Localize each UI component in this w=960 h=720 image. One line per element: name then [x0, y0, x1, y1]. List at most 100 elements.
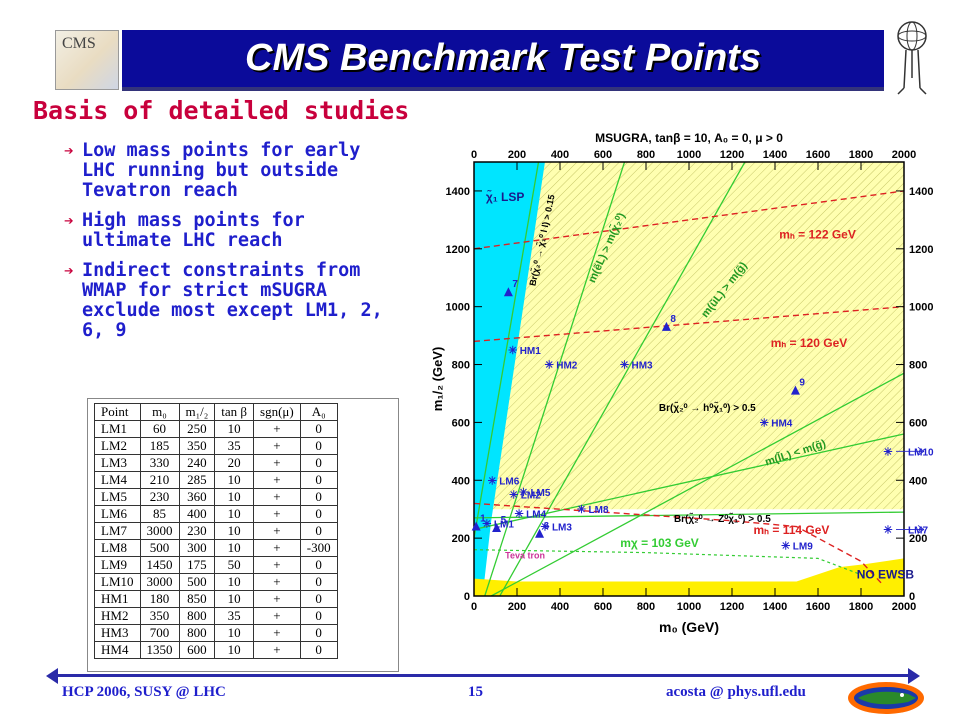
footer-divider [54, 674, 910, 677]
x-tick-label: 400 [551, 601, 569, 613]
table-cell: 20 [214, 454, 255, 472]
table-cell: 210 [139, 471, 180, 489]
y-tick-label: 1400 [446, 186, 470, 198]
y-tick-label-right: 0 [909, 591, 915, 603]
benchmark-star: ✳ [540, 522, 549, 534]
table-header-cell: tan β [214, 403, 255, 421]
table-row: LM4 210 285 10 +0 [94, 471, 338, 489]
x-tick-label-top: 2000 [892, 149, 916, 161]
x-tick-label: 1400 [763, 601, 787, 613]
bullet-list: ➔ Low mass points for early LHC running b… [60, 141, 400, 351]
table-cell: 230 [178, 522, 216, 540]
table-cell: 1350 [139, 641, 180, 659]
benchmark-star: ✳ [519, 487, 528, 499]
x-axis-label: m₀ (GeV) [659, 619, 719, 635]
mh-122-label: mₕ = 122 GeV [779, 228, 856, 242]
table-row: LM10 3000 500 10 +0 [94, 573, 338, 591]
table-cell: + [253, 505, 301, 523]
table-cell: 35 [214, 437, 255, 455]
table-cell: HM2 [94, 607, 141, 625]
mh-120-label: mₕ = 120 GeV [771, 336, 848, 350]
benchmark-star-label: LM9 [793, 541, 813, 552]
benchmark-star: ✳ [545, 360, 554, 372]
y-tick-label-right: 1000 [909, 302, 933, 314]
nav-forward-arrow-icon[interactable] [908, 668, 920, 684]
benchmark-star: ✳ [509, 490, 518, 502]
table-cell: 500 [178, 573, 216, 591]
table-cell: + [253, 590, 301, 608]
table-row: HM4 1350 600 10 +0 [94, 641, 338, 659]
x-tick-label-top: 1000 [677, 149, 701, 161]
nav-back-arrow-icon[interactable] [46, 668, 58, 684]
benchmark-star: ✳ [515, 509, 524, 521]
y-tick-label-right: 400 [909, 475, 927, 487]
table-cell: 10 [214, 488, 255, 506]
table-cell: 700 [139, 624, 180, 642]
x-tick-label: 1200 [720, 601, 744, 613]
benchmark-star-label: HM2 [556, 361, 578, 372]
x-tick-label-top: 800 [637, 149, 655, 161]
benchmark-star-label: LM6 [499, 476, 519, 487]
table-header-row: Point m₀ m₁/₂ tan β sgn(μ) A₀ [94, 403, 338, 421]
benchmark-triangle-label: 9 [799, 378, 805, 389]
chart-title: MSUGRA, tanβ = 10, A₀ = 0, μ > 0 [595, 131, 783, 145]
table-cell: 800 [178, 607, 216, 625]
x-tick-label-top: 1600 [806, 149, 830, 161]
hatched-region [486, 162, 904, 510]
table-cell: 350 [139, 607, 180, 625]
y-tick-label: 1200 [446, 244, 470, 256]
table-cell: HM3 [94, 624, 141, 642]
offscale-label: LM7 [908, 525, 928, 536]
gator-logo-icon [848, 682, 924, 714]
x-tick-label-top: 0 [471, 149, 477, 161]
table-row: LM9 1450 175 50 +0 [94, 556, 338, 574]
green-constraint-line [484, 162, 626, 596]
table-cell: + [253, 539, 301, 557]
table-row: LM3 330 240 20 +0 [94, 454, 338, 472]
benchmark-star: ✳ [508, 345, 517, 357]
y-tick-label-right: 1400 [909, 186, 933, 198]
benchmark-star: ✳ [577, 504, 586, 516]
slide-subtitle: Basis of detailed studies [33, 96, 410, 125]
table-cell: 180 [139, 590, 180, 608]
x-tick-label: 1600 [806, 601, 830, 613]
table-cell: 250 [178, 420, 216, 438]
table-cell: LM6 [94, 505, 141, 523]
table-cell: LM8 [94, 539, 141, 557]
table-cell: 3000 [139, 573, 180, 591]
table-cell: 0 [299, 641, 338, 659]
table-cell: + [253, 454, 301, 472]
table-row: LM8 500 300 10 + -300 [94, 539, 338, 557]
table-cell: 350 [178, 437, 216, 455]
table-cell: 1450 [139, 556, 180, 574]
table-cell: 175 [178, 556, 216, 574]
table-cell: 10 [214, 641, 255, 659]
benchmark-triangle [790, 385, 800, 395]
table-cell: 300 [178, 539, 216, 557]
table-cell: 0 [299, 505, 338, 523]
table-header-cell: sgn(μ) [253, 403, 301, 421]
x-tick-label: 800 [637, 601, 655, 613]
table-cell: 0 [299, 522, 338, 540]
offscale-arrowhead [917, 447, 925, 452]
y-tick-label: 0 [464, 591, 470, 603]
table-row: HM2 350 800 35 +0 [94, 607, 338, 625]
x-tick-label-top: 400 [551, 149, 569, 161]
table-cell: 285 [178, 471, 216, 489]
bullet-text: Indirect constraints from WMAP for stric… [82, 260, 383, 341]
table-cell: HM1 [94, 590, 141, 608]
benchmark-triangle [471, 521, 481, 531]
table-header-cell: A₀ [299, 403, 338, 421]
table-cell: LM10 [94, 573, 141, 591]
green-constraint-line [490, 372, 904, 596]
cms-logo-text: CMS [62, 35, 96, 52]
table-cell: 10 [214, 573, 255, 591]
table-cell: 10 [214, 624, 255, 642]
br-h-label: Br(χ̃₂⁰ → h⁰χ̃₁⁰) > 0.5 [659, 401, 756, 414]
table-cell: 3000 [139, 522, 180, 540]
x-tick-label: 0 [471, 601, 477, 613]
table-cell: 240 [178, 454, 216, 472]
benchmark-star-label: LM5 [530, 488, 550, 499]
green-constraint-line [474, 511, 904, 519]
title-bar: CMS Benchmark Test Points [122, 30, 884, 91]
